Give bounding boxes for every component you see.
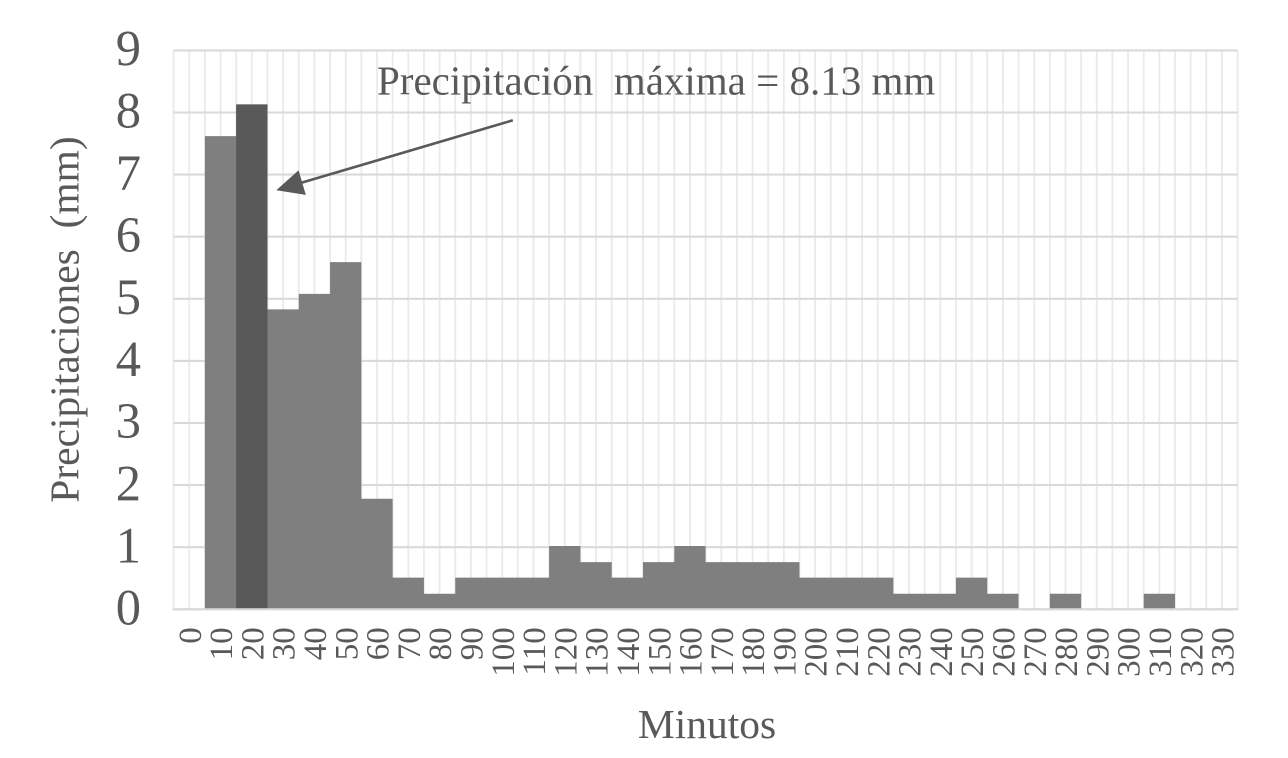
svg-text:250: 250	[955, 627, 991, 677]
svg-text:290: 290	[1080, 627, 1116, 677]
svg-text:190: 190	[767, 627, 803, 677]
svg-text:6: 6	[116, 207, 141, 263]
svg-text:5: 5	[116, 269, 141, 325]
svg-text:280: 280	[1049, 627, 1085, 677]
svg-text:3: 3	[116, 393, 141, 449]
svg-text:120: 120	[548, 627, 584, 677]
svg-text:9: 9	[116, 21, 141, 77]
svg-text:20: 20	[235, 627, 271, 660]
svg-text:0: 0	[116, 580, 141, 636]
svg-text:100: 100	[486, 627, 522, 677]
svg-text:2: 2	[116, 455, 141, 511]
svg-text:140: 140	[611, 627, 647, 677]
svg-text:Minutos: Minutos	[638, 701, 776, 747]
svg-text:4: 4	[116, 331, 141, 387]
svg-text:1: 1	[116, 517, 141, 573]
svg-text:300: 300	[1112, 627, 1148, 677]
svg-text:7: 7	[116, 145, 141, 201]
svg-text:70: 70	[392, 627, 428, 660]
svg-text:210: 210	[830, 627, 866, 677]
svg-text:10: 10	[204, 627, 240, 660]
svg-text:170: 170	[705, 627, 741, 677]
svg-text:320: 320	[1174, 627, 1210, 677]
svg-text:30: 30	[267, 627, 303, 660]
svg-text:110: 110	[517, 627, 553, 675]
svg-text:8: 8	[116, 83, 141, 139]
svg-text:330: 330	[1206, 627, 1242, 677]
svg-text:230: 230	[893, 627, 929, 677]
svg-text:Precipitaciones (mm): Precipitaciones (mm)	[42, 136, 89, 502]
svg-text:Precipitación máxima = 8.13 m: Precipitación máxima = 8.13 mm	[377, 57, 935, 103]
svg-text:80: 80	[423, 627, 459, 660]
svg-text:40: 40	[298, 627, 334, 660]
svg-text:180: 180	[736, 627, 772, 677]
svg-text:220: 220	[861, 627, 897, 677]
svg-text:0: 0	[173, 627, 209, 644]
svg-text:130: 130	[580, 627, 616, 677]
svg-text:90: 90	[454, 627, 490, 660]
svg-text:150: 150	[642, 627, 678, 677]
svg-text:200: 200	[799, 627, 835, 677]
svg-text:60: 60	[361, 627, 397, 660]
svg-text:270: 270	[1018, 627, 1054, 677]
svg-text:160: 160	[674, 627, 710, 677]
svg-text:310: 310	[1143, 627, 1179, 677]
svg-text:260: 260	[986, 627, 1022, 677]
svg-text:50: 50	[329, 627, 365, 660]
svg-text:240: 240	[924, 627, 960, 677]
